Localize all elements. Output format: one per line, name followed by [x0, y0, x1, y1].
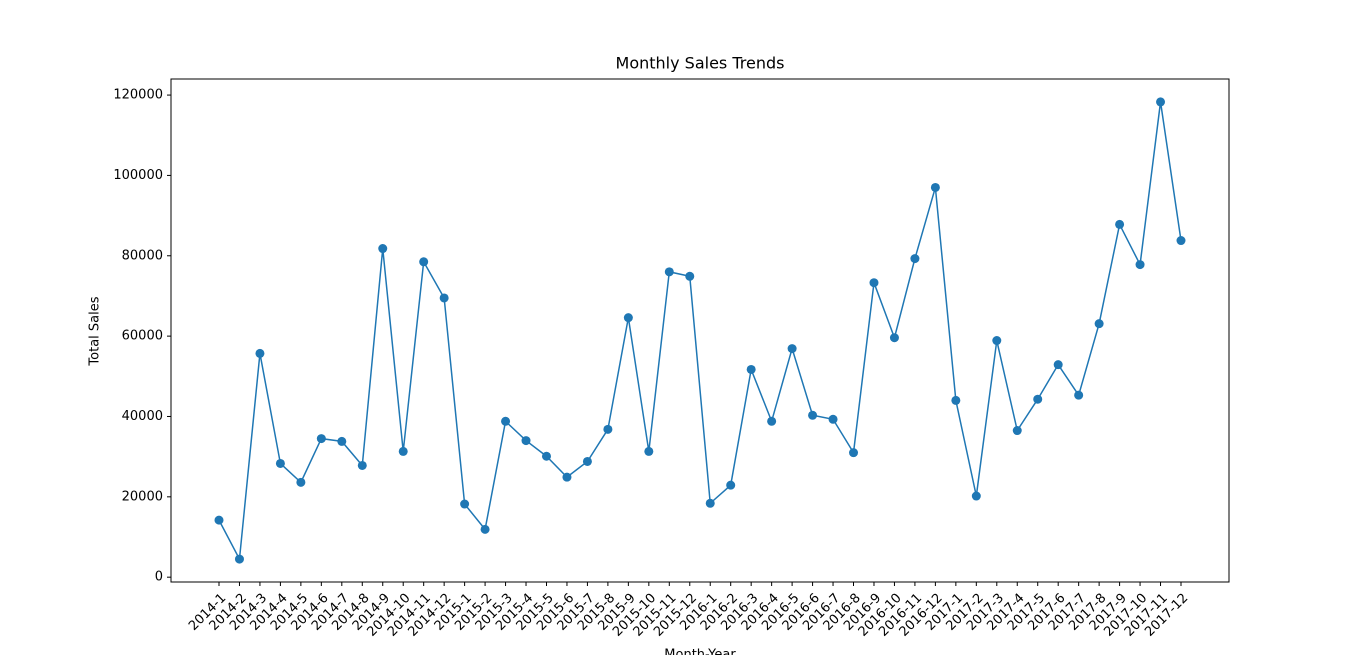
- point: [398, 446, 408, 456]
- point: [582, 456, 592, 466]
- point: [419, 257, 429, 267]
- point: [767, 416, 777, 426]
- point: [992, 336, 1002, 346]
- point: [1074, 390, 1084, 400]
- point: [1115, 219, 1125, 229]
- y-tick-label: 80000: [122, 248, 163, 263]
- y-axis-label: Total Sales: [88, 296, 103, 366]
- point: [439, 293, 449, 303]
- point: [951, 395, 961, 405]
- point: [808, 410, 818, 420]
- point: [644, 446, 654, 456]
- y-tick-label: 0: [155, 570, 163, 585]
- point: [1156, 97, 1166, 107]
- point: [1135, 260, 1145, 270]
- point: [275, 458, 285, 468]
- point: [910, 254, 920, 264]
- point: [541, 451, 551, 461]
- x-axis-label: Month-Year: [664, 648, 736, 655]
- plot-frame: [170, 78, 1230, 583]
- point: [357, 460, 367, 470]
- point: [521, 436, 531, 446]
- point: [685, 271, 695, 281]
- point: [316, 434, 326, 444]
- point: [705, 498, 715, 508]
- point: [501, 416, 511, 426]
- line: [218, 101, 1182, 562]
- chart-title: Monthly Sales Trends: [616, 54, 785, 73]
- point: [889, 333, 899, 343]
- y-tick-label: 20000: [122, 489, 163, 504]
- point: [562, 472, 572, 482]
- point: [1053, 360, 1063, 370]
- y-tick-label: 60000: [122, 329, 163, 344]
- y-tick-label: 40000: [122, 409, 163, 424]
- point: [726, 480, 736, 490]
- point: [1176, 236, 1186, 246]
- point: [234, 554, 244, 564]
- y-tick-label: 100000: [113, 168, 163, 183]
- point: [1033, 394, 1043, 404]
- point: [1094, 319, 1104, 329]
- point: [869, 278, 879, 288]
- point: [480, 524, 490, 534]
- point: [828, 414, 838, 424]
- point: [787, 344, 797, 354]
- point: [460, 499, 470, 509]
- point: [603, 424, 613, 434]
- point: [849, 448, 859, 458]
- point: [296, 477, 306, 487]
- point: [930, 182, 940, 192]
- point: [664, 267, 674, 277]
- y-tick-label: 120000: [113, 88, 163, 103]
- point: [1012, 426, 1022, 436]
- point: [971, 491, 981, 501]
- point: [337, 436, 347, 446]
- point: [378, 244, 388, 254]
- point: [746, 364, 756, 374]
- point: [623, 313, 633, 323]
- point: [255, 348, 265, 358]
- point: [214, 515, 224, 525]
